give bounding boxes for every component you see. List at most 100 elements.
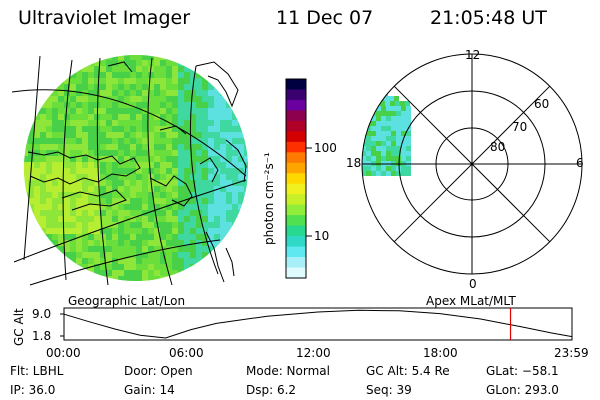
disk-pixel: [172, 246, 178, 252]
disk-pixel: [76, 84, 82, 90]
polar-pixel: [366, 141, 371, 146]
disk-pixel: [154, 66, 160, 72]
disk-pixel: [178, 246, 184, 252]
disk-pixel: [100, 120, 106, 126]
disk-pixel: [76, 144, 82, 150]
disk-pixel: [34, 216, 40, 222]
disk-pixel: [118, 282, 124, 288]
disk-pixel: [64, 192, 70, 198]
disk-pixel: [82, 162, 88, 168]
colorbar-frame: [285, 78, 307, 279]
disk-pixel: [40, 102, 46, 108]
disk-pixel: [136, 132, 142, 138]
disk-pixel: [46, 270, 52, 276]
polar-mlt-0: 0: [469, 277, 477, 291]
disk-pixel: [172, 132, 178, 138]
disk-pixel: [136, 55, 142, 60]
disk-pixel: [238, 216, 244, 222]
polar-pixel: [346, 171, 351, 176]
disk-pixel: [190, 132, 196, 138]
disk-pixel: [208, 66, 214, 72]
disk-pixel: [28, 144, 34, 150]
disk-pixel: [196, 264, 202, 270]
disk-pixel: [94, 204, 100, 210]
disk-pixel: [118, 168, 124, 174]
disk-pixel: [142, 186, 148, 192]
disk-pixel: [154, 162, 160, 168]
disk-pixel: [142, 210, 148, 216]
disk-pixel: [190, 180, 196, 186]
disk-pixel: [64, 84, 70, 90]
disk-pixel: [106, 282, 112, 288]
disk-pixel: [154, 144, 160, 150]
disk-pixel: [208, 192, 214, 198]
disk-pixel: [118, 180, 124, 186]
disk-pixel: [178, 234, 184, 240]
polar-pixel: [386, 156, 391, 161]
disk-pixel: [142, 84, 148, 90]
disk-pixel: [100, 228, 106, 234]
disk-pixel: [160, 222, 166, 228]
disk-pixel: [136, 66, 142, 72]
polar-pixel: [346, 136, 351, 141]
disk-pixel: [82, 222, 88, 228]
disk-pixel: [130, 78, 136, 84]
disk-pixel: [124, 198, 130, 204]
polar-pixel: [351, 171, 356, 176]
disk-pixel: [238, 198, 244, 204]
disk-pixel: [160, 258, 166, 264]
disk-pixel: [154, 264, 160, 270]
disk-pixel: [130, 198, 136, 204]
disk-pixel: [124, 55, 130, 60]
disk-pixel: [88, 132, 94, 138]
disk-pixel: [148, 108, 154, 114]
disk-pixel: [58, 114, 64, 120]
polar-pixel: [372, 86, 377, 91]
disk-pixel: [190, 204, 196, 210]
disk-pixel: [106, 264, 112, 270]
disk-pixel: [82, 252, 88, 258]
disk-pixel: [226, 222, 232, 228]
colorbar-band: [286, 236, 306, 248]
disk-pixel: [202, 126, 208, 132]
disk-pixel: [214, 204, 220, 210]
disk-pixel: [238, 240, 244, 246]
disk-pixel: [190, 198, 196, 204]
disk-pixel: [106, 198, 112, 204]
disk-pixel: [178, 96, 184, 102]
colorbar-band: [286, 267, 306, 279]
disk-pixel: [28, 120, 34, 126]
disk-pixel: [76, 180, 82, 186]
disk-pixel: [166, 84, 172, 90]
disk-pixel: [88, 228, 94, 234]
disk-pixel: [88, 150, 94, 156]
disk-pixel: [244, 258, 248, 264]
disk-pixel: [184, 120, 190, 126]
disk-pixel: [58, 174, 64, 180]
disk-pixel: [76, 282, 82, 288]
disk-pixel: [52, 282, 58, 288]
disk-pixel: [166, 156, 172, 162]
disk-pixel: [214, 102, 220, 108]
colorbar-tick-100: 100: [314, 141, 337, 155]
disk-pixel: [64, 66, 70, 72]
disk-pixel: [166, 55, 172, 60]
polar-pixel: [381, 121, 386, 126]
disk-pixel: [238, 66, 244, 72]
disk-pixel: [40, 78, 46, 84]
disk-pixel: [76, 216, 82, 222]
disk-pixel: [220, 144, 226, 150]
disk-pixel: [46, 96, 52, 102]
disk-pixel: [238, 102, 244, 108]
polar-pixel: [406, 141, 411, 146]
polar-pixel: [376, 146, 381, 151]
disk-pixel: [184, 192, 190, 198]
disk-pixel: [148, 234, 154, 240]
colorbar-band: [286, 246, 306, 258]
disk-pixel: [24, 192, 28, 198]
disk-pixel: [46, 102, 52, 108]
disk-pixel: [196, 228, 202, 234]
disk-pixel: [100, 72, 106, 78]
disk-pixel: [124, 138, 130, 144]
disk-pixel: [112, 90, 118, 96]
